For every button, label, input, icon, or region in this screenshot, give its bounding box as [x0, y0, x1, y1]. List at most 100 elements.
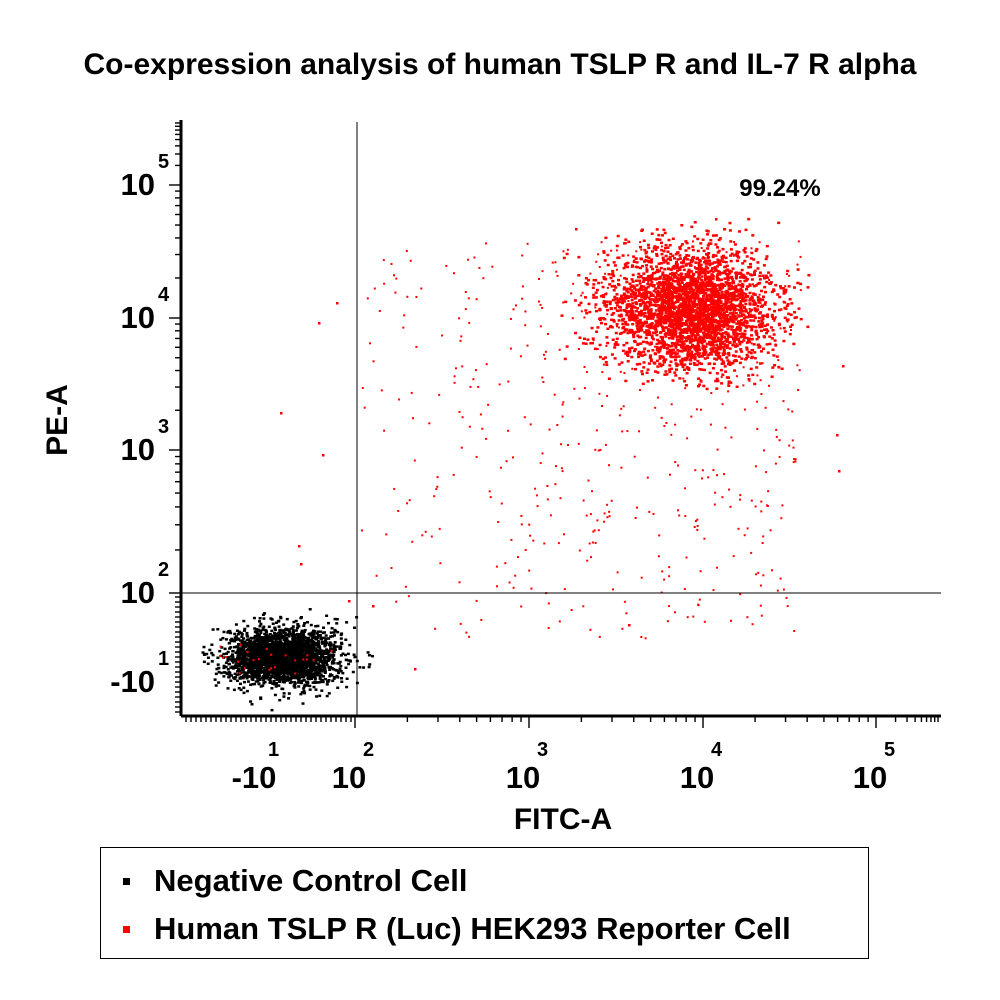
data-point [631, 315, 635, 318]
data-point [274, 633, 278, 636]
data-point [315, 695, 319, 698]
data-point [345, 677, 349, 680]
data-point [714, 353, 718, 356]
data-point [737, 332, 741, 336]
data-point [686, 303, 690, 307]
data-point [268, 668, 271, 671]
data-point [651, 349, 655, 352]
data-point [678, 246, 682, 249]
data-point [797, 307, 801, 310]
data-point [670, 315, 674, 318]
data-point [671, 332, 675, 336]
data-point [266, 635, 270, 638]
data-point [727, 269, 731, 273]
data-point [725, 321, 728, 325]
data-point [744, 308, 748, 311]
data-point [684, 319, 688, 323]
data-point [270, 675, 274, 678]
data-point [675, 338, 679, 341]
data-point [613, 298, 617, 301]
data-point [253, 644, 256, 648]
data-point [695, 267, 699, 270]
data-point [739, 348, 743, 351]
data-point [237, 667, 240, 671]
data-point [749, 262, 752, 266]
data-point [308, 640, 311, 643]
data-point [657, 233, 661, 237]
data-point [246, 624, 250, 628]
data-point [268, 649, 272, 652]
data-point [608, 300, 612, 303]
data-point [735, 334, 739, 338]
data-point [308, 646, 312, 649]
data-point [325, 663, 329, 667]
data-point [662, 329, 666, 332]
data-point [270, 648, 274, 651]
data-point [621, 349, 625, 353]
data-point [366, 651, 370, 654]
data-point [262, 638, 266, 641]
data-point [324, 640, 328, 644]
data-point [749, 319, 753, 322]
data-point [299, 639, 303, 643]
data-point [695, 297, 699, 300]
data-point [625, 306, 629, 310]
data-point [249, 700, 253, 703]
data-point [656, 268, 659, 272]
data-point [239, 688, 243, 692]
data-point [305, 672, 309, 676]
data-point [624, 265, 628, 268]
data-point [784, 288, 788, 292]
data-point [277, 625, 281, 628]
data-point [664, 281, 668, 284]
data-point [702, 335, 706, 338]
data-point [339, 654, 343, 657]
data-point [298, 635, 302, 639]
data-point [719, 296, 723, 299]
data-point [276, 666, 280, 669]
data-point [249, 670, 253, 673]
data-point [280, 657, 284, 660]
data-point [675, 295, 679, 299]
data-point [738, 296, 742, 300]
data-point [665, 346, 669, 350]
data-point [766, 329, 770, 333]
data-point [750, 328, 754, 332]
data-point [286, 633, 290, 636]
data-point [305, 640, 309, 643]
data-point [284, 654, 287, 657]
data-point [739, 300, 743, 303]
data-point [710, 311, 714, 314]
data-point [662, 261, 666, 264]
data-point [322, 656, 326, 659]
data-point [290, 641, 294, 645]
data-point [243, 627, 247, 631]
data-point [292, 676, 295, 679]
data-point [700, 362, 703, 366]
data-point [266, 646, 270, 650]
data-point [258, 637, 262, 640]
data-point [324, 660, 328, 663]
data-point [238, 647, 242, 650]
data-point [670, 352, 674, 355]
data-point [691, 302, 695, 306]
data-point [259, 629, 263, 633]
data-point [246, 643, 250, 646]
data-point [277, 684, 281, 687]
data-point [766, 315, 770, 319]
data-point [282, 695, 286, 698]
data-point [618, 300, 622, 304]
data-point [588, 310, 592, 314]
data-point [258, 656, 262, 660]
data-point [264, 639, 268, 643]
data-point [636, 294, 640, 298]
data-point [287, 635, 291, 638]
data-point [770, 290, 774, 294]
data-point [251, 647, 255, 650]
data-point [216, 663, 220, 666]
data-point [261, 675, 265, 678]
data-point [287, 669, 290, 672]
data-point [240, 653, 244, 656]
data-point [321, 652, 325, 656]
data-point [707, 333, 711, 337]
